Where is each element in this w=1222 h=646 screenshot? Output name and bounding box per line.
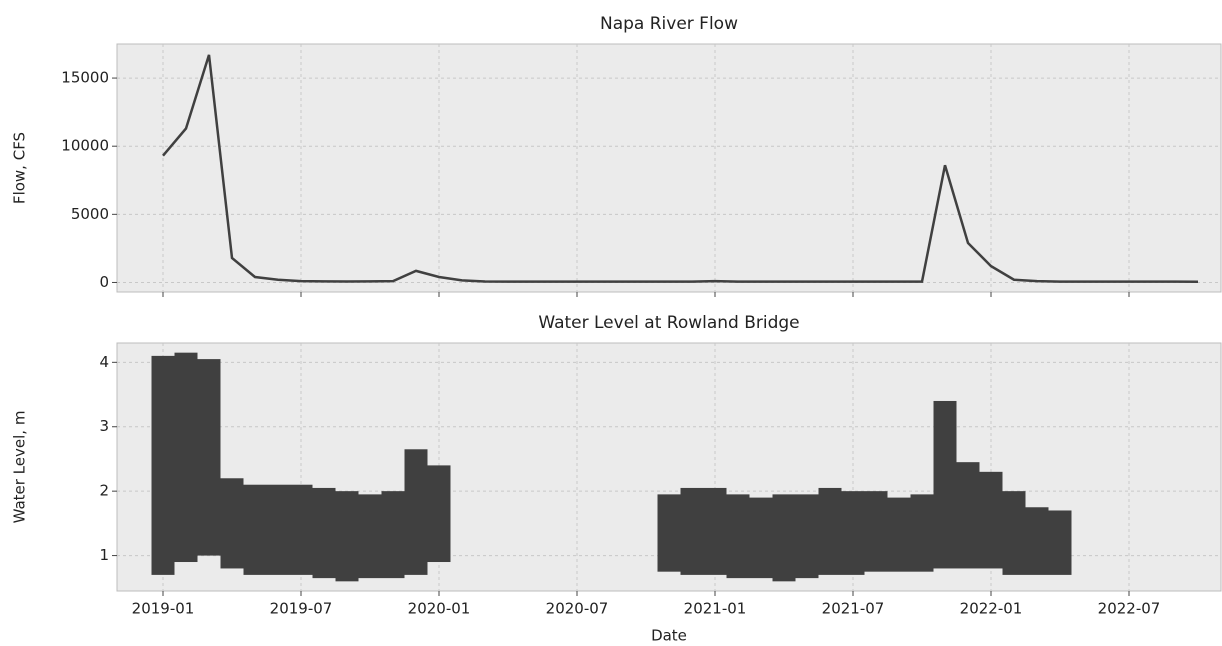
- chart-title: Water Level at Rowland Bridge: [538, 313, 799, 333]
- level-range: [266, 484, 290, 575]
- y-tick-label: 3: [99, 417, 109, 435]
- x-tick-label: 2019-01: [132, 600, 195, 618]
- x-tick-label: 2020-07: [546, 600, 609, 618]
- flow-line: [162, 54, 1199, 284]
- level-range: [749, 497, 773, 579]
- level-range: [335, 491, 359, 582]
- level-range: [841, 491, 865, 575]
- level-range: [979, 471, 1003, 569]
- level-range: [887, 497, 911, 572]
- level-range: [818, 487, 842, 575]
- level-range: [657, 494, 681, 572]
- chart-title: Napa River Flow: [600, 14, 738, 34]
- y-tick-label: 10000: [61, 137, 109, 155]
- x-tick-label: 2022-07: [1098, 600, 1161, 618]
- x-tick-label: 2021-01: [684, 600, 747, 618]
- level-range: [220, 478, 244, 569]
- level-range: [726, 494, 750, 579]
- level-range: [243, 484, 267, 575]
- plot-area: [116, 43, 1222, 293]
- level-range: [1025, 507, 1049, 575]
- level-range: [795, 494, 819, 579]
- level-range: [151, 355, 175, 575]
- level-range: [910, 494, 934, 572]
- x-tick-label: 2019-07: [270, 600, 333, 618]
- level-range: [864, 491, 888, 572]
- level-range: [358, 494, 382, 579]
- level-range: [404, 449, 428, 575]
- level-range: [427, 465, 451, 563]
- level-range: [312, 487, 336, 579]
- y-tick-label: 5000: [71, 205, 109, 223]
- level-range: [289, 484, 313, 575]
- y-tick-label: 4: [99, 353, 109, 371]
- y-tick-label: 2: [99, 482, 109, 500]
- level-range: [1002, 491, 1026, 575]
- y-axis-label: Water Level, m: [11, 411, 29, 524]
- x-tick-label: 2020-01: [408, 600, 471, 618]
- level-range: [381, 491, 405, 579]
- level-range: [933, 400, 957, 569]
- level-range: [197, 359, 221, 556]
- x-tick-label: 2022-01: [960, 600, 1023, 618]
- level-range: [680, 487, 704, 575]
- y-tick-label: 15000: [61, 69, 109, 87]
- y-tick-label: 1: [99, 546, 109, 564]
- level-range: [1048, 510, 1072, 575]
- x-tick-label: 2021-07: [822, 600, 885, 618]
- y-axis-label: Flow, CFS: [11, 132, 29, 204]
- level-range: [772, 494, 796, 582]
- level-range: [956, 462, 980, 569]
- level-range: [174, 352, 198, 563]
- x-axis-label: Date: [651, 627, 687, 645]
- level-range: [703, 487, 727, 575]
- y-tick-label: 0: [99, 273, 109, 291]
